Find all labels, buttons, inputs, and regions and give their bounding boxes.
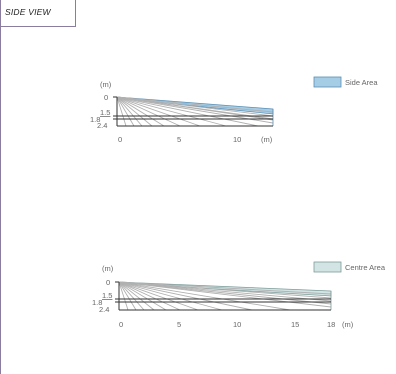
centre-y-tick-label-0: 0 xyxy=(106,278,110,287)
side-beam-1 xyxy=(116,96,135,127)
side-y-tick-label-2: 1.8 xyxy=(90,115,100,124)
side-far-beam-0 xyxy=(116,96,274,113)
centre-beam-9 xyxy=(118,281,291,311)
frame-border xyxy=(0,0,1,374)
centre-x-tick-label-0: 0 xyxy=(119,320,123,329)
side-beam-2 xyxy=(116,96,143,127)
side-beam-8 xyxy=(116,96,259,127)
centre-beam-1 xyxy=(118,281,137,311)
centre-x-tick-label-1: 5 xyxy=(177,320,181,329)
centre-beam-5 xyxy=(118,281,181,311)
centre-beam-3 xyxy=(118,281,155,311)
side-beam-7 xyxy=(116,96,227,127)
centre-far-beam-2 xyxy=(118,281,332,302)
centre-y-tick-label-1: 1.5 xyxy=(102,291,112,300)
centre-beam-group xyxy=(118,281,332,311)
side-y-tick-label-3: 2.4 xyxy=(97,121,107,130)
centre-area-diagram: (m) 0 1.5 1.8 2.4 0 5 10 15 18 (m) Centr… xyxy=(92,261,386,329)
side-beam-4 xyxy=(116,96,165,127)
centre-y-tick-label-2: 1.8 xyxy=(92,298,102,307)
side-legend-swatch xyxy=(313,76,342,88)
side-beam-0 xyxy=(116,96,127,127)
centre-far-beam-3 xyxy=(118,281,332,305)
side-far-beam-1 xyxy=(116,96,274,117)
side-y-tick-label-1: 1.5 xyxy=(100,108,110,117)
centre-x-unit-label: (m) xyxy=(342,320,354,329)
side-y-tick-label-0: 0 xyxy=(104,93,108,102)
side-x-tick-label-2: 10 xyxy=(233,135,241,144)
centre-legend-label: Centre Area xyxy=(345,263,386,272)
centre-x-tick-label-4: 18 xyxy=(327,320,335,329)
centre-beam-8 xyxy=(118,281,253,311)
centre-y-unit-label: (m) xyxy=(102,264,114,273)
side-x-unit-label: (m) xyxy=(261,135,273,144)
side-beam-group xyxy=(116,96,274,127)
side-area-diagram: (m) 0 1.5 1.8 2.4 0 5 10 (m) Side Area xyxy=(90,76,378,144)
centre-legend-swatch xyxy=(313,261,342,273)
centre-far-beam-1 xyxy=(118,281,332,299)
centre-beam-0 xyxy=(118,281,129,311)
side-beam-6 xyxy=(116,96,201,127)
centre-beam-2 xyxy=(118,281,145,311)
side-y-unit-label: (m) xyxy=(100,80,112,89)
side-x-tick-label-1: 5 xyxy=(177,135,181,144)
centre-x-tick-label-3: 15 xyxy=(291,320,299,329)
centre-y-tick-label-3: 2.4 xyxy=(99,305,109,314)
side-x-tick-label-0: 0 xyxy=(118,135,122,144)
side-beam-5 xyxy=(116,96,181,127)
centre-far-beam-0 xyxy=(118,281,332,295)
header-tab: SIDE VIEW xyxy=(0,0,76,27)
centre-beam-7 xyxy=(118,281,223,311)
page-title: SIDE VIEW xyxy=(5,7,51,17)
centre-beam-6 xyxy=(118,281,199,311)
side-legend-label: Side Area xyxy=(345,78,378,87)
side-beam-3 xyxy=(116,96,153,127)
centre-beam-4 xyxy=(118,281,167,311)
centre-x-tick-label-2: 10 xyxy=(233,320,241,329)
centre-far-beam-4 xyxy=(118,281,332,308)
